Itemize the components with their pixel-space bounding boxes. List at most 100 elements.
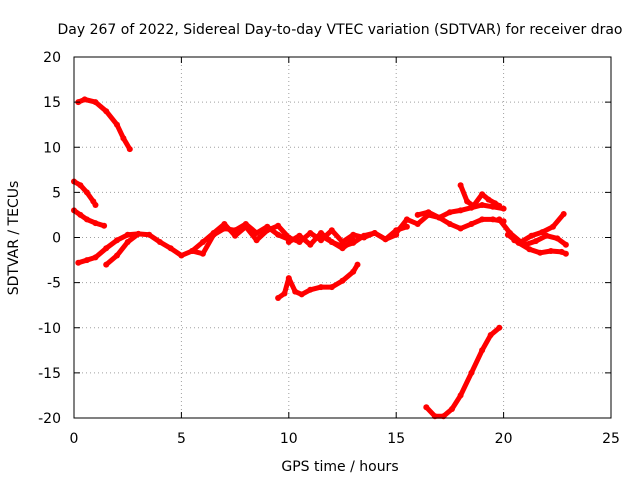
y-tick-label: 0 [52, 231, 61, 247]
y-tick-label: 20 [43, 50, 61, 66]
data-point [253, 237, 260, 244]
data-point [199, 250, 206, 257]
data-point [361, 232, 367, 239]
data-point [328, 239, 335, 245]
data-point [92, 202, 99, 208]
data-point [318, 284, 324, 291]
data-point [543, 232, 550, 239]
data-point [124, 231, 131, 238]
data-point [275, 222, 282, 229]
data-point [496, 216, 503, 223]
data-point [350, 239, 357, 246]
data-point [81, 96, 88, 103]
data-point [560, 211, 567, 217]
data-point [83, 216, 90, 223]
y-tick-label: -5 [47, 276, 61, 292]
data-point [318, 232, 324, 239]
series-line-arc-13 [423, 325, 502, 419]
data-point [156, 239, 163, 245]
data-point [457, 392, 464, 399]
y-axis-label: SDTVAR / TECUs [6, 181, 22, 296]
data-point [275, 295, 282, 301]
data-point [328, 284, 335, 291]
data-point [532, 238, 539, 245]
data-point [562, 250, 569, 257]
data-point [504, 231, 511, 238]
data-point [354, 261, 361, 268]
data-point [485, 196, 492, 203]
data-point [528, 232, 535, 239]
data-point [242, 223, 249, 230]
data-point [221, 221, 228, 227]
data-point [114, 237, 120, 244]
data-point [500, 205, 507, 212]
data-point [307, 241, 314, 248]
data-point [178, 252, 185, 259]
data-point [285, 275, 292, 282]
series-line-arc-1 [75, 96, 133, 152]
series-line-arc-8 [275, 262, 360, 301]
data-point [414, 221, 421, 227]
data-point [492, 200, 498, 207]
data-point [425, 209, 432, 216]
data-point [511, 237, 518, 244]
data-point [537, 249, 544, 256]
data-point [101, 222, 108, 229]
data-point [489, 216, 496, 223]
data-point [457, 207, 464, 214]
data-point [457, 182, 464, 189]
data-point [135, 230, 142, 237]
data-point [124, 239, 131, 245]
data-point [350, 231, 357, 238]
data-point [296, 232, 303, 239]
data-point [339, 243, 346, 250]
data-point [146, 231, 153, 238]
data-point [468, 369, 475, 376]
x-tick-label: 10 [280, 431, 298, 447]
data-point [479, 191, 486, 198]
data-point [436, 214, 443, 221]
x-tick-label: 25 [602, 431, 620, 447]
y-tick-label: -10 [38, 321, 61, 337]
data-point [371, 230, 378, 236]
data-point [77, 211, 84, 218]
data-point [522, 241, 529, 248]
data-point [562, 241, 569, 248]
y-tick-label: -20 [38, 411, 61, 427]
data-point [189, 248, 196, 254]
data-point [298, 291, 305, 298]
y-tick-label: 5 [52, 185, 61, 201]
chart-title: Day 267 of 2022, Sidereal Day-to-day VTE… [57, 22, 622, 38]
x-axis-label: GPS time / hours [281, 459, 398, 475]
data-point [281, 290, 288, 297]
data-point [199, 239, 206, 245]
data-point [103, 261, 110, 268]
data-point [449, 406, 455, 412]
data-point [120, 135, 127, 142]
data-point [393, 230, 400, 236]
series-line-arc-5 [103, 231, 141, 268]
data-point [264, 227, 271, 234]
data-point [539, 229, 546, 236]
data-point [446, 209, 453, 216]
data-point [275, 231, 282, 238]
x-tick-label: 20 [495, 431, 513, 447]
data-point [83, 189, 90, 196]
data-point [423, 404, 430, 411]
data-point [479, 202, 486, 208]
x-tick-label: 5 [177, 431, 186, 447]
data-point [103, 108, 110, 115]
data-point [92, 254, 99, 261]
data-point [92, 220, 99, 227]
data-point [446, 221, 453, 227]
data-point [526, 246, 533, 253]
data-point [83, 257, 90, 264]
y-tick-label: 10 [43, 140, 61, 156]
data-point [307, 286, 314, 293]
data-point [292, 288, 299, 295]
data-point [496, 202, 503, 209]
data-point [554, 235, 561, 242]
y-tick-label: 15 [43, 95, 61, 111]
x-tick-label: 15 [387, 431, 405, 447]
